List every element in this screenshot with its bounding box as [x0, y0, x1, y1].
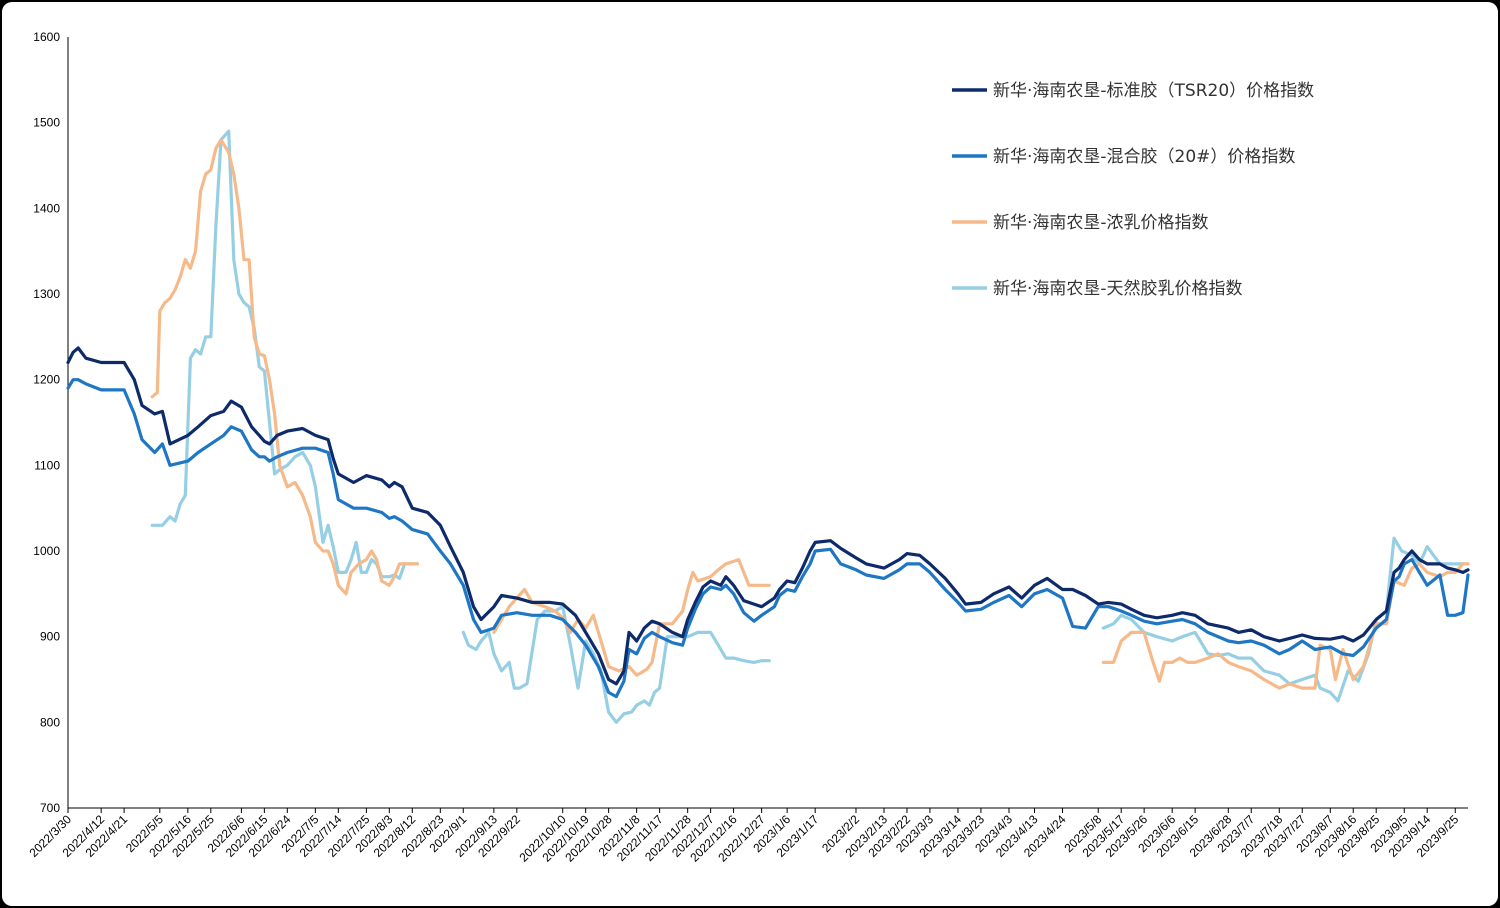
- legend: 新华·海南农垦-标准胶（TSR20）价格指数新华·海南农垦-混合胶（20#）价格…: [952, 81, 1314, 299]
- series-line-4: [150, 129, 1470, 724]
- series-line-1: [66, 346, 1470, 686]
- y-tick-label: 700: [40, 801, 60, 815]
- y-tick-label: 1200: [33, 373, 60, 387]
- legend-label-2: 新华·海南农垦-混合胶（20#）价格指数: [993, 147, 1295, 167]
- y-tick-label: 1000: [33, 544, 60, 558]
- series-layer: [66, 129, 1470, 724]
- y-tick-label: 1500: [33, 116, 60, 130]
- y-tick-label: 1600: [33, 30, 60, 44]
- y-tick-label: 1400: [33, 201, 60, 215]
- series-line-3: [150, 138, 1470, 690]
- y-tick-label: 1100: [34, 458, 60, 472]
- legend-label-4: 新华·海南农垦-天然胶乳价格指数: [993, 279, 1243, 299]
- y-tick-label: 800: [40, 715, 60, 729]
- y-tick-label: 900: [40, 630, 60, 644]
- legend-label-1: 新华·海南农垦-标准胶（TSR20）价格指数: [993, 81, 1314, 101]
- legend-label-3: 新华·海南农垦-浓乳价格指数: [993, 213, 1209, 233]
- y-tick-label: 1300: [33, 287, 60, 301]
- series-line-2: [66, 378, 1470, 699]
